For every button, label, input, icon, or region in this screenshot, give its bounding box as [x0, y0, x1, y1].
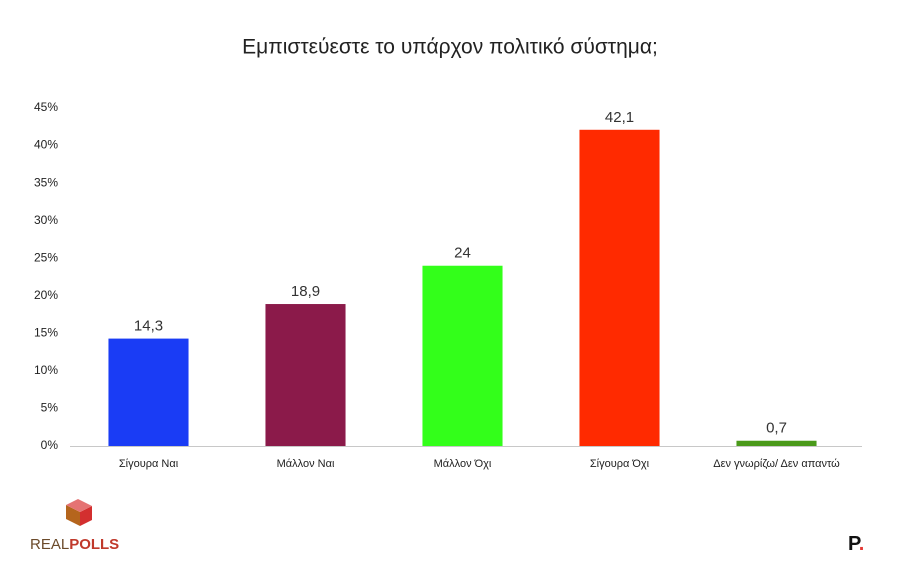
y-tick-label: 40% [34, 138, 58, 152]
logo-part: REAL [30, 536, 69, 553]
brand-part: P [848, 533, 861, 555]
y-tick-label: 15% [34, 326, 58, 340]
bar [736, 440, 817, 446]
logo-cube [80, 506, 92, 526]
y-tick-label: 25% [34, 250, 58, 264]
x-tick-label: Σίγουρα Όχι [590, 458, 650, 470]
bar [579, 129, 660, 446]
logo-text: REALPOLLS [30, 536, 119, 553]
bar [108, 338, 189, 446]
y-tick-label: 5% [41, 401, 59, 415]
y-tick-label: 30% [34, 213, 58, 227]
chart-title: Εμπιστεύεστε το υπάρχον πολιτικό σύστημα… [242, 36, 658, 59]
logo: REALPOLLS [30, 499, 119, 553]
brand-part: . [859, 533, 865, 555]
value-label: 14,3 [134, 318, 163, 335]
y-tick-label: 0% [41, 438, 59, 452]
logo-part: POLLS [69, 536, 119, 553]
value-label: 18,9 [291, 283, 320, 300]
value-label: 0,7 [766, 420, 787, 437]
y-tick-label: 20% [34, 288, 58, 302]
bar [265, 304, 346, 446]
y-tick-label: 10% [34, 363, 58, 377]
brand: P. [848, 533, 864, 555]
bar [422, 265, 503, 446]
y-tick-label: 45% [34, 100, 58, 114]
value-label: 24 [454, 245, 471, 262]
x-tick-label: Μάλλον Όχι [434, 458, 492, 470]
x-tick-label: Μάλλον Ναι [277, 458, 335, 470]
logo-cube [66, 499, 92, 512]
x-tick-label: Σίγουρα Ναι [119, 458, 179, 470]
y-tick-label: 35% [34, 175, 58, 189]
x-tick-label: Δεν γνωρίζω/ Δεν απαντώ [713, 458, 840, 470]
value-label: 42,1 [605, 109, 634, 126]
